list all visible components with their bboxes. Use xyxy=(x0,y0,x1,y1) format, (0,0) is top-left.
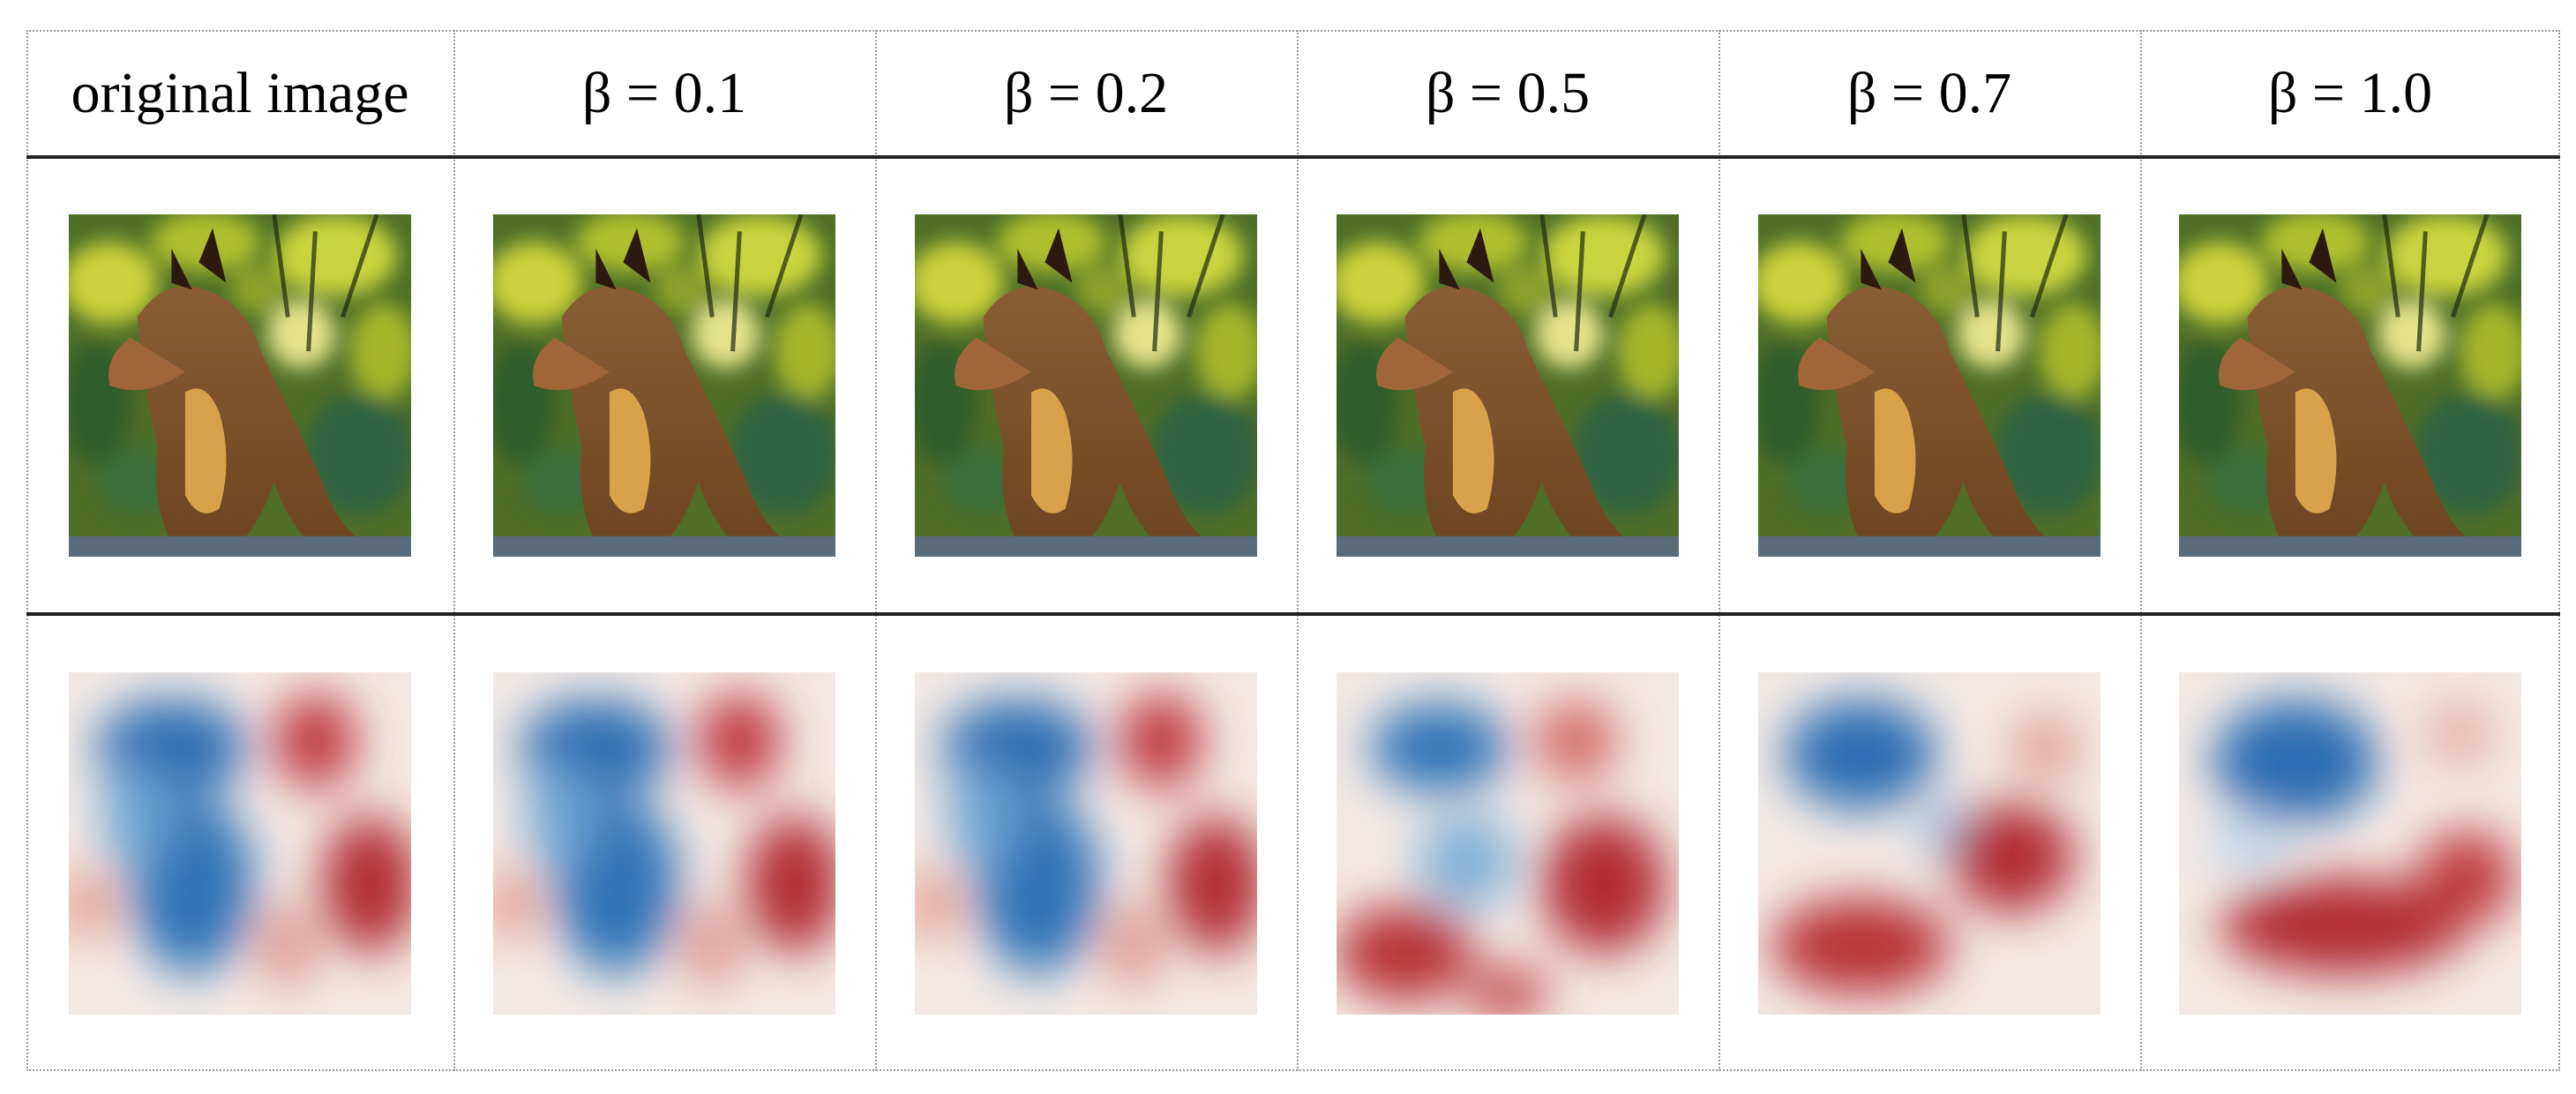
heatmap-cell-beta-0-1 xyxy=(453,616,875,1071)
column-header-beta-1-0: β = 1.0 xyxy=(2267,61,2433,125)
heatmap-cell-beta-0-7 xyxy=(1719,616,2140,1071)
photo-cell-beta-0-1 xyxy=(453,159,875,612)
caracal-photo xyxy=(69,214,411,557)
saliency-heatmap xyxy=(1758,672,2100,1015)
saliency-heatmap xyxy=(2179,672,2521,1015)
heatmap-cell-beta-1-0 xyxy=(2140,616,2560,1071)
column-header-original: original image xyxy=(71,61,409,125)
caracal-photo xyxy=(1758,214,2100,557)
comparison-table: original image β = 0.1 β = 0.2 β = 0.5 β… xyxy=(26,30,2560,1071)
column-header-beta-0-7: β = 0.7 xyxy=(1846,61,2012,125)
column-separator xyxy=(1297,30,1299,1071)
saliency-heatmap xyxy=(69,672,411,1015)
photo-cell-original xyxy=(26,159,453,612)
column-separator xyxy=(1719,30,1720,1071)
saliency-heatmap xyxy=(1337,672,1679,1015)
column-separator xyxy=(453,30,455,1071)
saliency-heatmap xyxy=(493,672,835,1015)
caracal-photo xyxy=(1337,214,1679,557)
column-separator xyxy=(875,30,877,1071)
column-separator xyxy=(2140,30,2142,1071)
heatmap-cell-beta-0-5 xyxy=(1297,616,1719,1071)
column-header-beta-0-1: β = 0.1 xyxy=(581,61,747,125)
heatmap-cell-original xyxy=(26,616,453,1071)
row-rule xyxy=(26,612,2560,616)
caracal-photo xyxy=(915,214,1257,557)
photo-cell-beta-0-2 xyxy=(875,159,1297,612)
column-header-beta-0-5: β = 0.5 xyxy=(1425,61,1591,125)
photo-cell-beta-0-5 xyxy=(1297,159,1719,612)
photo-cell-beta-1-0 xyxy=(2140,159,2560,612)
saliency-heatmap xyxy=(915,672,1257,1015)
caracal-photo xyxy=(2179,214,2521,557)
heatmap-cell-beta-0-2 xyxy=(875,616,1297,1071)
photo-cell-beta-0-7 xyxy=(1719,159,2140,612)
table-border xyxy=(26,30,2560,1071)
caracal-photo xyxy=(493,214,835,557)
header-rule xyxy=(26,155,2560,159)
column-header-beta-0-2: β = 0.2 xyxy=(1003,61,1169,125)
